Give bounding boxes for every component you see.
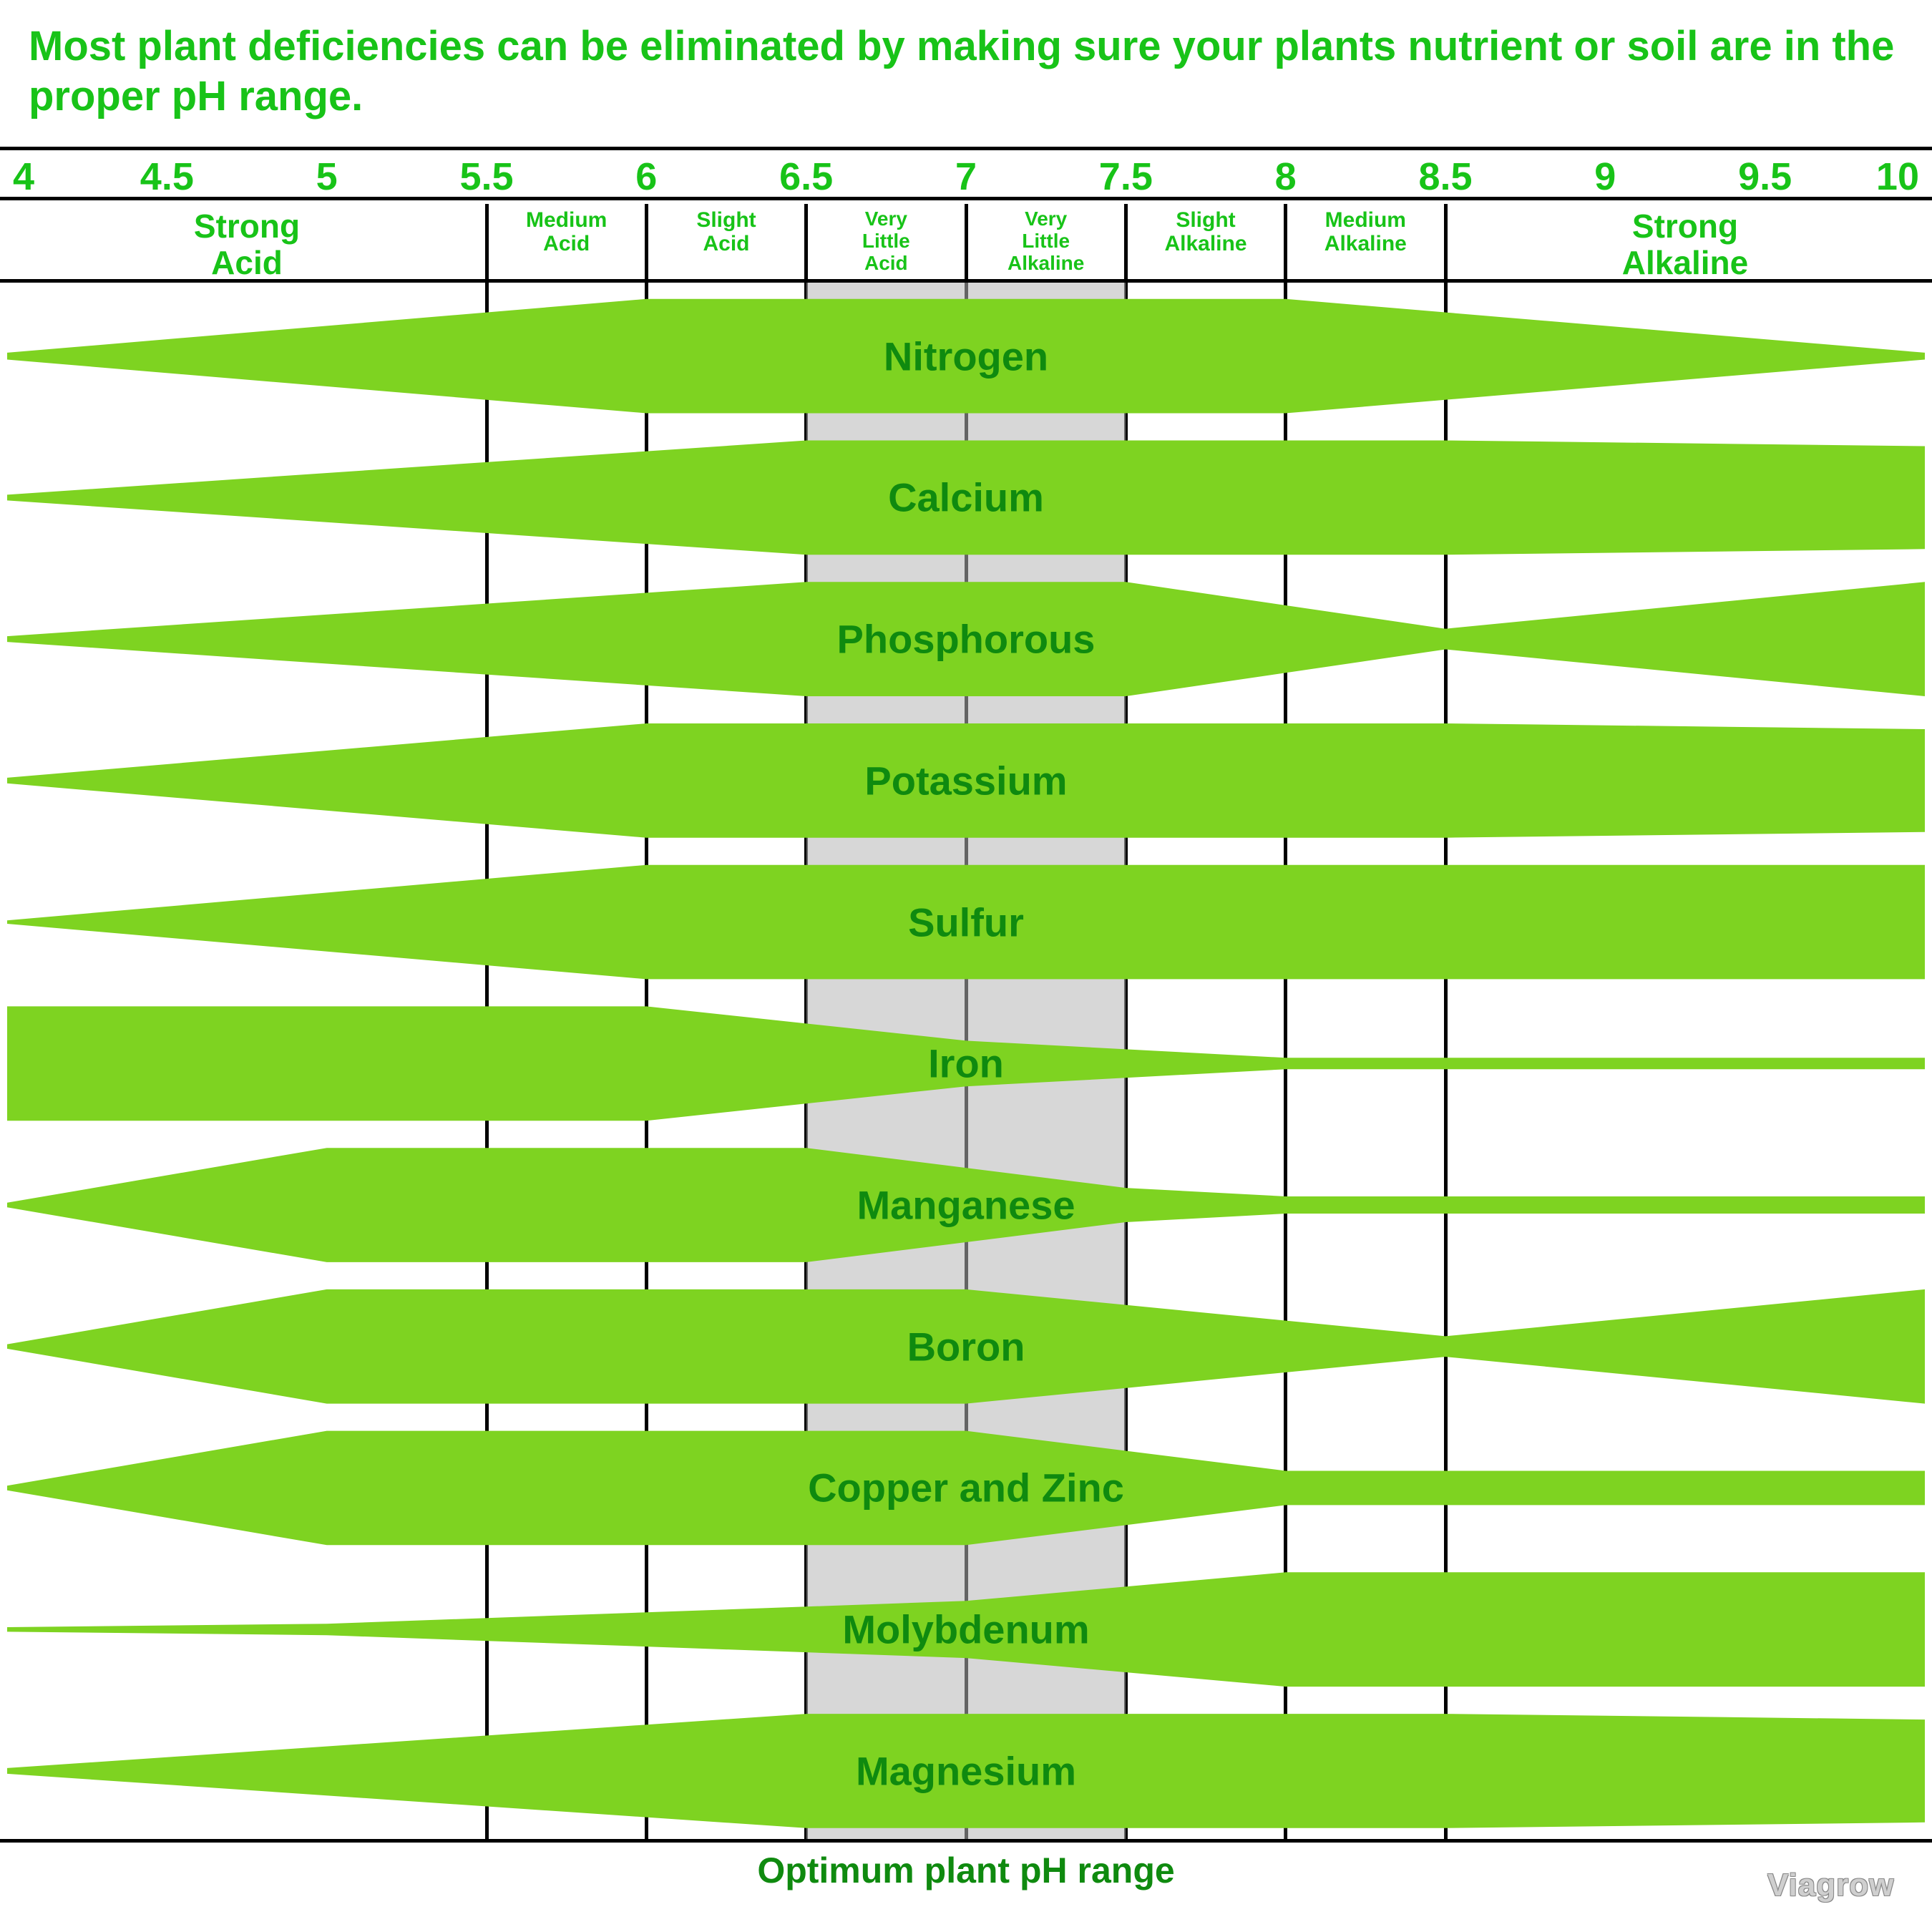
nutrient-label: Phosphorous [837, 616, 1096, 663]
nutrient-label: Iron [928, 1040, 1004, 1087]
nutrient-label: Magnesium [856, 1747, 1076, 1794]
nutrient-label: Potassium [864, 757, 1067, 804]
nutrient-label: Nitrogen [884, 333, 1048, 379]
nutrient-label: Calcium [888, 474, 1044, 521]
nutrient-label: Sulfur [908, 899, 1024, 945]
nutrient-label: Manganese [857, 1182, 1075, 1229]
nutrient-label: Copper and Zinc [808, 1465, 1124, 1511]
nutrient-label: Molybdenum [842, 1606, 1089, 1653]
nutrient-label: Boron [907, 1323, 1025, 1370]
